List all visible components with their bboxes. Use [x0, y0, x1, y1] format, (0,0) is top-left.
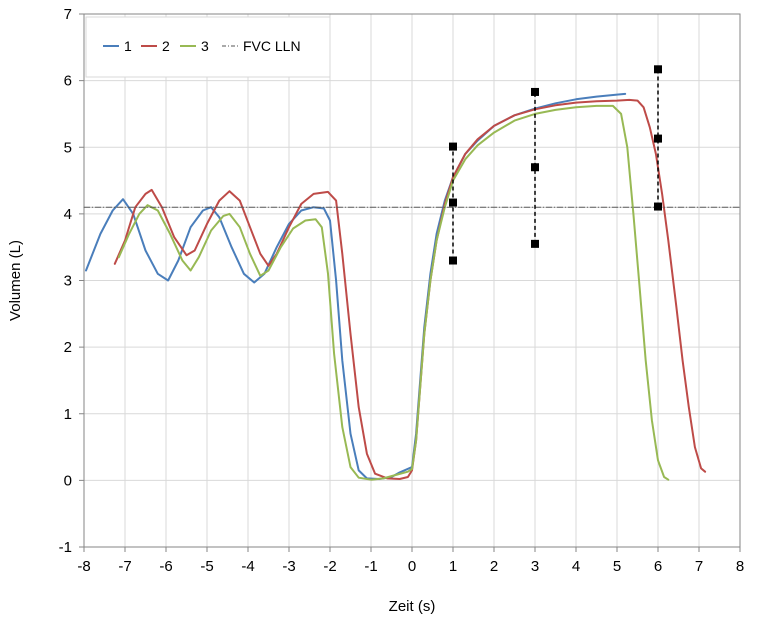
x-tick-label: 5 — [613, 558, 621, 575]
x-tick-label: -1 — [364, 558, 377, 575]
x-tick-label: 0 — [408, 558, 416, 575]
reference-marker — [531, 163, 539, 172]
x-tick-label: 4 — [572, 558, 580, 575]
x-tick-label: 6 — [654, 558, 662, 575]
x-tick-label: -8 — [77, 558, 90, 575]
x-tick-label: -6 — [159, 558, 172, 575]
reference-marker — [654, 134, 662, 143]
legend-label-3: 3 — [201, 38, 209, 54]
x-tick-label: -4 — [241, 558, 254, 575]
reference-marker — [531, 87, 539, 96]
y-tick-label: 6 — [64, 73, 72, 90]
x-tick-label: 2 — [490, 558, 498, 575]
series-line-2 — [113, 98, 707, 480]
y-tick-label: 2 — [64, 339, 72, 356]
x-axis-title: Zeit (s) — [389, 598, 436, 615]
y-tick-label: 4 — [64, 206, 72, 223]
x-tick-label: -7 — [118, 558, 131, 575]
y-tick-label: -1 — [59, 539, 72, 556]
legend: 1 2 3 FVC LLN — [85, 16, 331, 78]
y-tick-label: 5 — [64, 139, 72, 156]
y-tick-label: 0 — [64, 472, 72, 489]
reference-bars — [449, 65, 662, 265]
y-tick-label: 3 — [64, 273, 72, 290]
reference-marker — [654, 202, 662, 211]
x-tick-label: 8 — [736, 558, 744, 575]
axes: -8 -7 -6 -5 -4 -3 -2 -1 0 1 2 3 4 5 6 7 8 -1 0 1 2 3 4 5 6 7 — [59, 6, 745, 575]
y-tick-label: 7 — [64, 6, 72, 23]
series-lines — [83, 92, 741, 481]
x-tick-label: 7 — [695, 558, 703, 575]
reference-marker — [654, 65, 662, 74]
series-line-3 — [117, 104, 670, 481]
reference-marker — [449, 198, 457, 207]
legend-box — [85, 16, 331, 78]
x-tick-label: -3 — [282, 558, 295, 575]
plot-frame — [83, 13, 741, 548]
x-tick-label: 1 — [449, 558, 457, 575]
x-tick-label: -2 — [323, 558, 336, 575]
legend-label-1: 1 — [124, 38, 132, 54]
legend-label-2: 2 — [162, 38, 170, 54]
reference-marker — [449, 142, 457, 151]
reference-marker — [531, 239, 539, 248]
legend-label-4: FVC LLN — [243, 38, 301, 54]
y-axis-title: Volumen (L) — [7, 240, 24, 321]
reference-marker — [449, 256, 457, 265]
x-tick-label: -5 — [200, 558, 213, 575]
x-tick-label: 3 — [531, 558, 539, 575]
y-tick-label: 1 — [64, 406, 72, 423]
